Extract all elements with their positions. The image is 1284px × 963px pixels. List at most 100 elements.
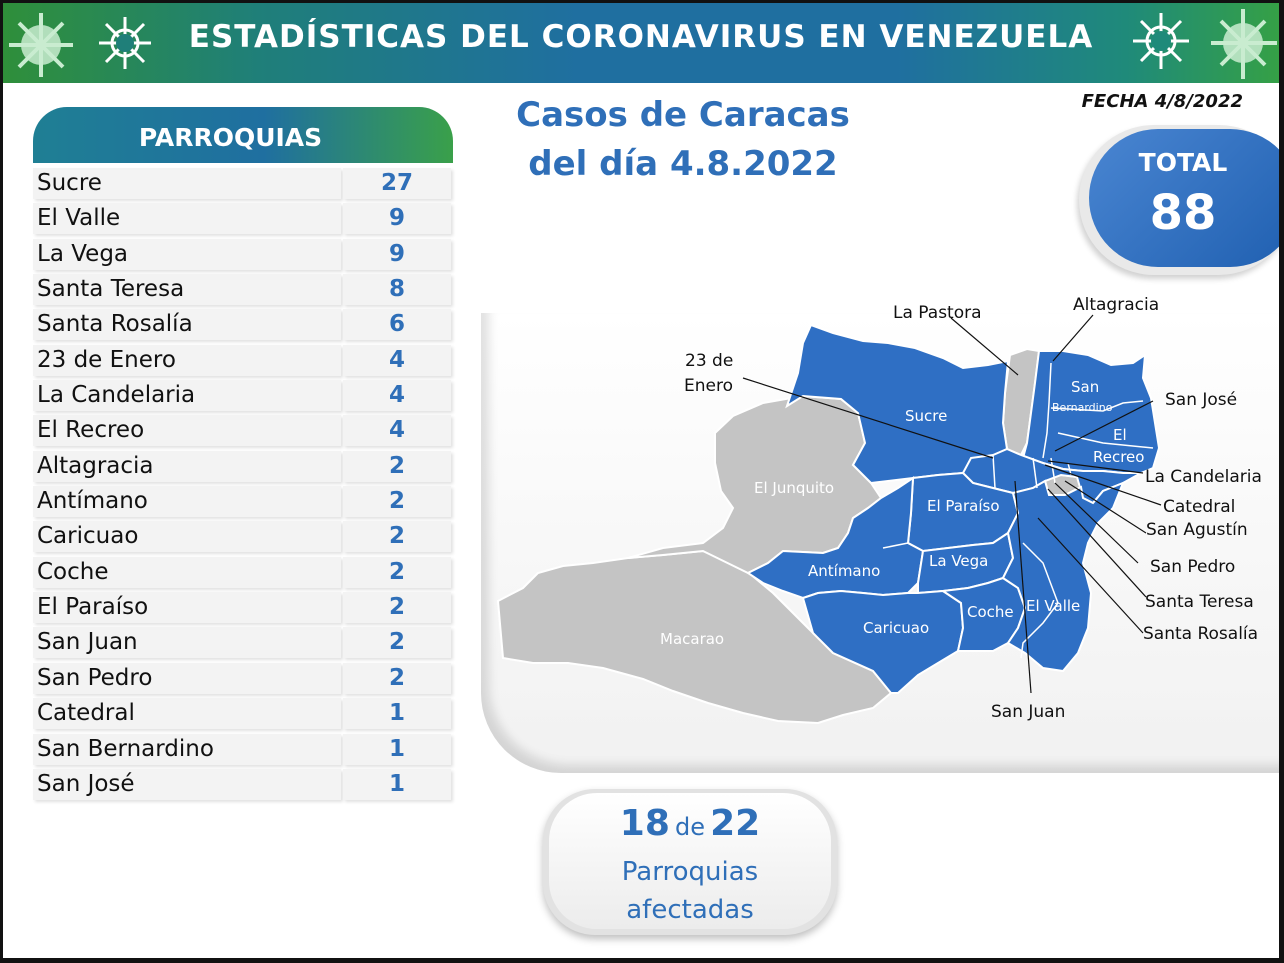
date-label: FECHA 4/8/2022 xyxy=(1081,91,1243,112)
summary-caption-line-1: Parroquias xyxy=(621,857,759,887)
map-label-el-recreo-1: El xyxy=(1113,426,1127,444)
summary-total: 22 xyxy=(710,803,761,844)
parroquia-cases: 4 xyxy=(343,380,451,412)
parroquia-cases: 1 xyxy=(343,698,451,730)
parroquia-name: Catedral xyxy=(33,698,341,730)
table-row: El Valle 9 xyxy=(33,202,459,237)
title-line-2: del día 4.8.2022 xyxy=(528,144,838,184)
table-row: San Bernardino 1 xyxy=(33,733,459,768)
parroquia-cases: 8 xyxy=(343,274,451,306)
table-row: Altagracia 2 xyxy=(33,450,459,485)
map-label-el-junquito: El Junquito xyxy=(754,479,834,497)
parroquia-name: El Paraíso xyxy=(33,592,341,624)
summary-caption-line-2: afectadas xyxy=(626,895,754,925)
parroquia-name: Antímano xyxy=(33,486,341,518)
parroquia-cases: 2 xyxy=(343,556,451,588)
table-row: Antímano 2 xyxy=(33,485,459,520)
map-region-altagracia-group xyxy=(1021,350,1161,474)
parroquia-cases: 2 xyxy=(343,592,451,624)
parroquia-name: Caricuao xyxy=(33,521,341,553)
map-callout-23-de-enero-1: 23 de xyxy=(685,351,733,371)
banner-title: ESTADÍSTICAS DEL CORONAVIRUS EN VENEZUEL… xyxy=(188,19,1094,55)
summary-caption: Parroquias afectadas xyxy=(549,853,831,929)
map-callout-23-de-enero-2: Enero xyxy=(684,376,733,396)
map-region-el-valle xyxy=(1001,479,1125,673)
map-label-san-bernardino-1: San xyxy=(1071,378,1099,396)
parroquia-name: San José xyxy=(33,768,341,800)
total-label: TOTAL xyxy=(1138,148,1228,177)
parroquia-cases: 2 xyxy=(343,486,451,518)
table-row: El Recreo 4 xyxy=(33,414,459,449)
map-label-macarao: Macarao xyxy=(660,630,724,648)
map-label-el-recreo-2: Recreo xyxy=(1093,448,1144,466)
virus-icon xyxy=(99,17,151,69)
infographic: ESTADÍSTICAS DEL CORONAVIRUS EN VENEZUEL… xyxy=(3,3,1279,958)
virus-icon xyxy=(1211,9,1277,79)
parroquia-cases: 2 xyxy=(343,662,451,694)
map-label-sucre: Sucre xyxy=(905,407,947,425)
parroquia-name: Sucre xyxy=(33,168,341,199)
virus-icon xyxy=(9,13,73,77)
map-callout-catedral: Catedral xyxy=(1163,497,1235,517)
parroquia-cases: 4 xyxy=(343,415,451,447)
map-label-caricuao: Caricuao xyxy=(863,619,929,637)
parroquia-name: Altagracia xyxy=(33,450,341,482)
map-callout-san-agustin: San Agustín xyxy=(1146,520,1248,540)
parroquia-cases: 2 xyxy=(343,627,451,659)
parroquia-name: San Bernardino xyxy=(33,733,341,765)
table-row: San Pedro 2 xyxy=(33,662,459,697)
page-title: Casos de Caracas del día 4.8.2022 xyxy=(503,91,863,189)
parroquia-cases: 9 xyxy=(343,203,451,235)
parroquia-name: San Pedro xyxy=(33,662,341,694)
table-row: Coche 2 xyxy=(33,556,459,591)
total-badge xyxy=(1089,129,1279,267)
map-label-el-valle: El Valle xyxy=(1026,597,1080,615)
parroquia-name: 23 de Enero xyxy=(33,344,341,376)
parroquia-cases: 4 xyxy=(343,344,451,376)
table-row: La Candelaria 4 xyxy=(33,379,459,414)
table-row: San José 1 xyxy=(33,768,459,803)
table-row: Sucre 27 xyxy=(33,167,459,202)
parroquia-cases: 6 xyxy=(343,309,451,341)
table-row: San Juan 2 xyxy=(33,626,459,661)
parroquia-cases: 9 xyxy=(343,238,451,270)
table-row: Santa Teresa 8 xyxy=(33,273,459,308)
parroquia-name: Santa Rosalía xyxy=(33,309,341,341)
parroquias-table: Sucre 27 El Valle 9 La Vega 9 Santa Teresa 8 San… xyxy=(33,167,459,803)
caracas-map: Sucre El Junquito Macarao El Paraíso Ant… xyxy=(496,295,1262,725)
title-line-1: Casos de Caracas xyxy=(516,95,850,135)
map-callout-altagracia: Altagracia xyxy=(1073,295,1159,315)
map-label-la-vega: La Vega xyxy=(929,552,988,570)
table-row: 23 de Enero 4 xyxy=(33,344,459,379)
summary-pill xyxy=(549,793,831,929)
map-label-el-paraiso: El Paraíso xyxy=(927,497,1000,515)
summary-count: 18 de 22 xyxy=(549,803,831,844)
map-label-coche: Coche xyxy=(967,603,1014,621)
table-row: Santa Rosalía 6 xyxy=(33,308,459,343)
map-callout-san-jose: San José xyxy=(1165,390,1237,410)
parroquia-cases: 2 xyxy=(343,521,451,553)
table-row: Catedral 1 xyxy=(33,697,459,732)
parroquia-cases: 1 xyxy=(343,768,451,800)
parroquia-name: La Candelaria xyxy=(33,380,341,412)
parroquia-name: El Recreo xyxy=(33,415,341,447)
parroquia-name: El Valle xyxy=(33,203,341,235)
summary-of: de xyxy=(675,813,705,841)
parroquias-header: PARROQUIAS xyxy=(33,107,453,163)
map-callout-la-candelaria: La Candelaria xyxy=(1145,467,1262,487)
parroquia-name: Santa Teresa xyxy=(33,274,341,306)
parroquia-cases: 27 xyxy=(343,168,451,199)
map-callout-san-pedro: San Pedro xyxy=(1150,557,1235,577)
parroquia-name: San Juan xyxy=(33,627,341,659)
parroquia-name: Coche xyxy=(33,556,341,588)
map-callout-santa-teresa: Santa Teresa xyxy=(1145,592,1254,612)
virus-icon xyxy=(1133,13,1189,69)
map-label-antimano: Antímano xyxy=(808,562,880,580)
map-region-sucre xyxy=(785,323,1010,485)
parroquias-title: PARROQUIAS xyxy=(138,123,323,152)
map-callout-la-pastora: La Pastora xyxy=(893,303,982,323)
table-row: Caricuao 2 xyxy=(33,520,459,555)
map-callout-santa-rosalia: Santa Rosalía xyxy=(1143,624,1258,644)
parroquia-cases: 2 xyxy=(343,450,451,482)
total-value: 88 xyxy=(1149,185,1217,241)
